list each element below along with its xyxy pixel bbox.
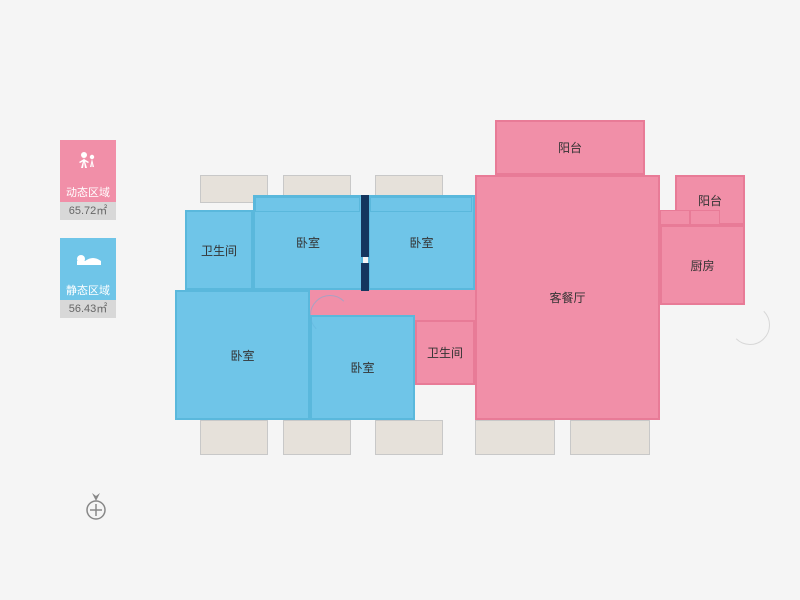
furniture-strip (690, 210, 720, 225)
outer-ledge (570, 420, 650, 455)
people-icon (60, 140, 116, 184)
compass-icon (80, 490, 112, 522)
outer-ledge (475, 420, 555, 455)
outer-ledge (375, 420, 443, 455)
legend-dynamic-value: 65.72㎡ (60, 202, 116, 220)
room-bed-bl: 卧室 (175, 290, 310, 420)
furniture-strip (660, 210, 690, 225)
room-label: 阳台 (698, 192, 722, 209)
legend: 动态区域 65.72㎡ 静态区域 56.43㎡ (60, 140, 120, 336)
sleep-icon (60, 238, 116, 282)
room-kitchen: 厨房 (660, 225, 745, 305)
wall-segment (361, 263, 369, 291)
room-label: 阳台 (558, 139, 582, 156)
room-balcony-top: 阳台 (495, 120, 645, 175)
outer-ledge (283, 420, 351, 455)
wall-segment (361, 195, 369, 257)
room-label: 客餐厅 (549, 289, 585, 306)
legend-static: 静态区域 56.43㎡ (60, 238, 120, 318)
room-label: 厨房 (690, 257, 714, 274)
legend-dynamic-label: 动态区域 (60, 184, 116, 202)
room-label: 卧室 (350, 359, 374, 376)
legend-static-label: 静态区域 (60, 282, 116, 300)
room-label: 卫生间 (427, 344, 463, 361)
outer-ledge (200, 420, 268, 455)
room-bed-br: 卧室 (310, 315, 415, 420)
furniture-strip (370, 197, 472, 212)
room-bath1: 卫生间 (185, 210, 253, 290)
furniture-strip (255, 197, 360, 212)
room-label: 卫生间 (201, 242, 237, 259)
room-label: 卧室 (409, 234, 433, 251)
room-label: 卧室 (296, 234, 320, 251)
door-arc (730, 305, 770, 345)
room-label: 卧室 (230, 347, 254, 364)
room-bath2: 卫生间 (415, 320, 475, 385)
legend-static-value: 56.43㎡ (60, 300, 116, 318)
room-living: 客餐厅 (475, 175, 660, 420)
legend-dynamic: 动态区域 65.72㎡ (60, 140, 120, 220)
floor-plan: 阳台阳台厨房客餐厅卫生间卫生间卧室卧室卧室卧室 (175, 120, 780, 520)
